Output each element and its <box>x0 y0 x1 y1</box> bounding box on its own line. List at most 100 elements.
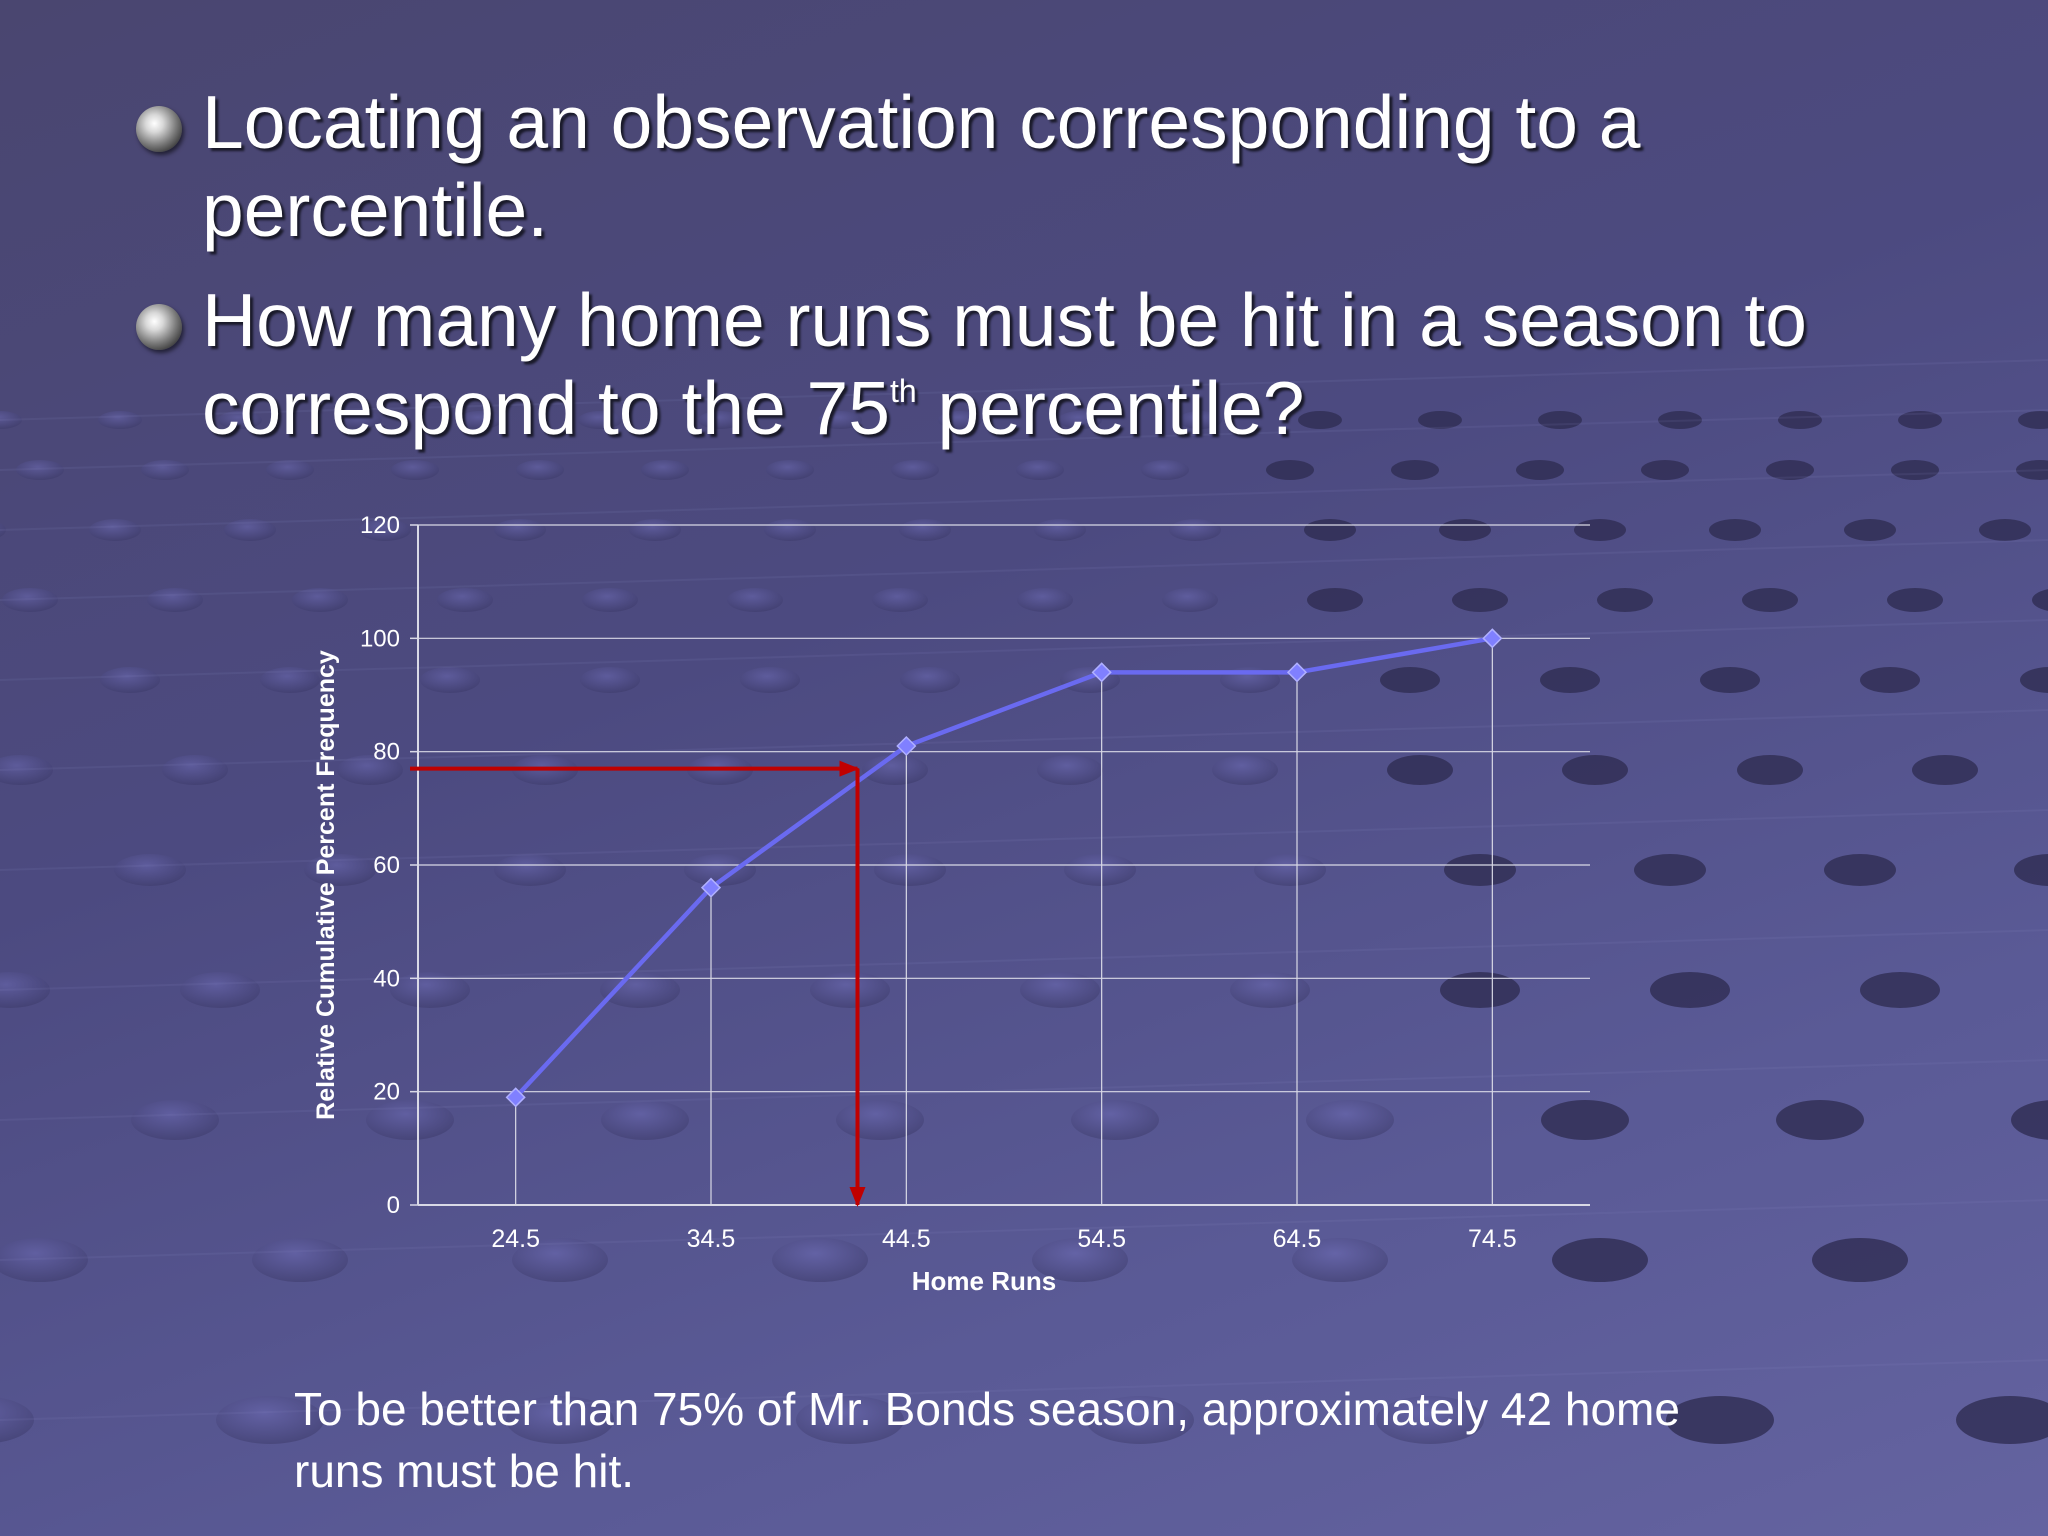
bg-grid-line <box>0 809 2048 871</box>
bg-grid-line <box>0 1059 2048 1121</box>
bg-dot <box>0 755 53 785</box>
y-tick-label: 0 <box>387 1192 400 1219</box>
bg-dot <box>641 460 689 480</box>
y-tick-label: 120 <box>360 512 400 539</box>
bg-dot <box>390 972 470 1008</box>
bg-dot <box>891 460 939 480</box>
bg-dot <box>1032 1238 1128 1282</box>
data-point-marker <box>1482 628 1503 649</box>
bg-dot <box>1824 854 1896 886</box>
bg-dot <box>359 519 411 541</box>
bg-dot <box>1860 667 1920 693</box>
bg-dot <box>1178 411 1222 429</box>
caption-text: To be better than 75% of Mr. Bonds seaso… <box>294 1383 1680 1497</box>
bg-dot <box>600 972 680 1008</box>
bg-dot <box>1376 1396 1484 1444</box>
bg-dot <box>2032 589 2048 611</box>
bg-dot <box>1634 854 1706 886</box>
bg-dot <box>1086 1396 1194 1444</box>
bg-dot <box>1380 667 1440 693</box>
bg-dot <box>1666 1396 1774 1444</box>
bg-dot <box>162 755 228 785</box>
bg-dot <box>1778 411 1822 429</box>
bg-dot <box>1292 1238 1388 1282</box>
bg-dot <box>1742 588 1798 612</box>
bg-dot <box>1709 519 1761 541</box>
bg-dot <box>16 460 64 480</box>
bg-dot <box>1650 972 1730 1008</box>
bg-dot <box>2011 1100 2048 1140</box>
bg-dot <box>1306 1100 1394 1140</box>
sphere-bullet-icon <box>136 304 182 350</box>
bg-dot <box>1254 854 1326 886</box>
bg-dot <box>580 667 640 693</box>
bg-dot <box>1230 972 1310 1008</box>
bg-dot <box>218 411 262 429</box>
bg-dot <box>366 1100 454 1140</box>
bg-dot <box>727 588 783 612</box>
bg-dot <box>900 667 960 693</box>
bg-dot <box>304 854 376 886</box>
y-axis-label: Relative Cumulative Percent Frequency <box>312 650 340 1120</box>
bg-dot <box>1912 755 1978 785</box>
bullet-list: Locating an observation corresponding to… <box>130 78 1950 474</box>
bg-dot <box>1212 755 1278 785</box>
bg-dot <box>1071 1100 1159 1140</box>
x-tick-label: 34.5 <box>687 1225 736 1253</box>
bg-dot <box>147 588 203 612</box>
bg-dot <box>2016 460 2048 480</box>
bg-dot <box>141 460 189 480</box>
bg-grid-line <box>0 359 2048 421</box>
x-tick-label: 64.5 <box>1273 1225 1322 1253</box>
bg-dot <box>1540 667 1600 693</box>
bg-dot <box>684 854 756 886</box>
bg-dot <box>131 1100 219 1140</box>
y-tick-label: 40 <box>373 965 400 992</box>
bg-grid-line <box>0 1359 2048 1421</box>
bg-dot <box>1776 1100 1864 1140</box>
bg-dot <box>1016 460 1064 480</box>
bg-dot <box>1700 667 1760 693</box>
bg-dot <box>874 854 946 886</box>
bg-dot <box>582 588 638 612</box>
data-point-marker <box>505 1087 526 1108</box>
bg-dot <box>2018 411 2048 429</box>
bg-dot <box>338 411 382 429</box>
bg-dot <box>1766 460 1814 480</box>
bg-dot <box>98 411 142 429</box>
bg-grid-line <box>0 409 2048 471</box>
bg-dot <box>1516 460 1564 480</box>
bg-dot <box>1058 411 1102 429</box>
bg-grid-line <box>0 709 2048 771</box>
bg-dot <box>2014 854 2048 886</box>
bg-dot <box>1298 411 1342 429</box>
bg-dot <box>1891 460 1939 480</box>
bg-dot <box>458 411 502 429</box>
x-tick-label: 24.5 <box>491 1225 540 1253</box>
x-axis-label: Home Runs <box>912 1266 1056 1296</box>
x-tick-label: 44.5 <box>882 1225 931 1253</box>
bullet-text: How many home runs must be hit in a seas… <box>202 276 1950 452</box>
bg-dot <box>1418 411 1462 429</box>
bg-dot <box>1017 588 1073 612</box>
bg-dot <box>391 460 439 480</box>
bg-dot <box>114 854 186 886</box>
bg-grid-line <box>0 1199 2048 1261</box>
bg-dot <box>1812 1238 1908 1282</box>
bg-dot <box>2 588 58 612</box>
cumulative-frequency-chart: 0 20 40 60 80 100 120 24.5 34.5 44.5 54.5 64.5 74.5 H… <box>312 512 1590 1296</box>
bg-dot <box>337 755 403 785</box>
bg-dot <box>494 854 566 886</box>
bg-dot <box>1440 972 1520 1008</box>
bullet-text-part: How many home runs must be hit in a seas… <box>202 278 1807 450</box>
bg-dot <box>437 588 493 612</box>
bg-dot <box>1452 588 1508 612</box>
data-point-marker <box>1091 662 1112 683</box>
bg-dot <box>1956 1396 2048 1444</box>
bg-grid-line <box>0 539 2048 601</box>
bg-dot <box>1658 411 1702 429</box>
bg-dot <box>862 755 928 785</box>
bg-dot <box>216 1396 324 1444</box>
bg-dot <box>601 1100 689 1140</box>
